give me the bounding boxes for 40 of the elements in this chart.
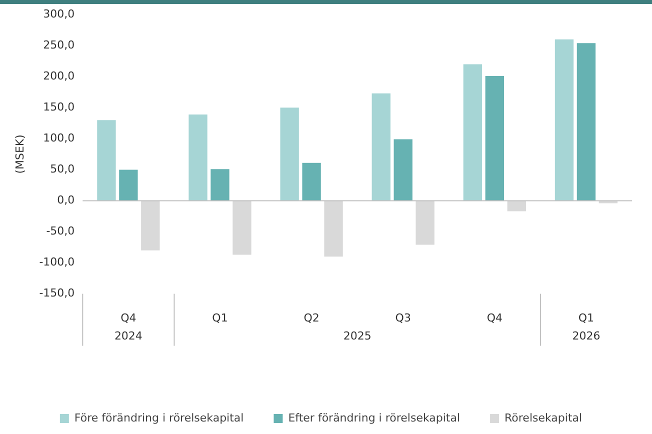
x-tick-label: Q4 <box>120 311 136 324</box>
bar <box>302 162 321 201</box>
bar <box>280 108 299 201</box>
y-tick-label: -100,0 <box>39 256 75 269</box>
bar <box>119 170 138 201</box>
legend-label: Före förändring i rörelsekapital <box>74 411 244 424</box>
bar <box>97 120 116 201</box>
x-tick-label: Q2 <box>304 311 320 324</box>
bar <box>232 200 252 255</box>
y-tick-label: -50,0 <box>46 224 75 238</box>
y-tick-label: 150,0 <box>43 100 75 114</box>
y-tick-label: 50,0 <box>50 162 75 176</box>
y-tick-label: 250,0 <box>43 38 75 52</box>
bar <box>463 64 482 201</box>
y-tick-label: 0,0 <box>57 194 75 207</box>
bar <box>372 93 390 201</box>
bar <box>210 169 230 201</box>
bar <box>554 39 574 201</box>
bar <box>394 139 412 201</box>
x-tick-label: Q4 <box>486 311 502 324</box>
y-tick-label: 200,0 <box>43 70 75 83</box>
bar <box>416 200 434 245</box>
bar <box>141 200 160 250</box>
bar <box>507 200 526 212</box>
bar <box>324 200 343 257</box>
y-tick-label: -150,0 <box>39 286 75 300</box>
text: 2026 <box>572 330 600 343</box>
text: 2024 <box>114 330 142 343</box>
x-tick-label: Q1 <box>578 311 594 324</box>
legend-label: Efter förändring i rörelsekapital <box>288 411 460 424</box>
bar <box>188 114 208 201</box>
bar <box>485 76 504 201</box>
x-tick-label: Q3 <box>395 311 411 324</box>
bar <box>576 43 596 201</box>
x-tick-label: Q1 <box>212 311 228 324</box>
y-tick-label: 100,0 <box>43 132 75 145</box>
legend-label: Rörelsekapital <box>504 411 582 424</box>
text: 2025 <box>343 330 372 343</box>
y-tick-label: 300,0 <box>43 7 75 20</box>
y-axis-title: (MSEK) <box>13 134 26 174</box>
